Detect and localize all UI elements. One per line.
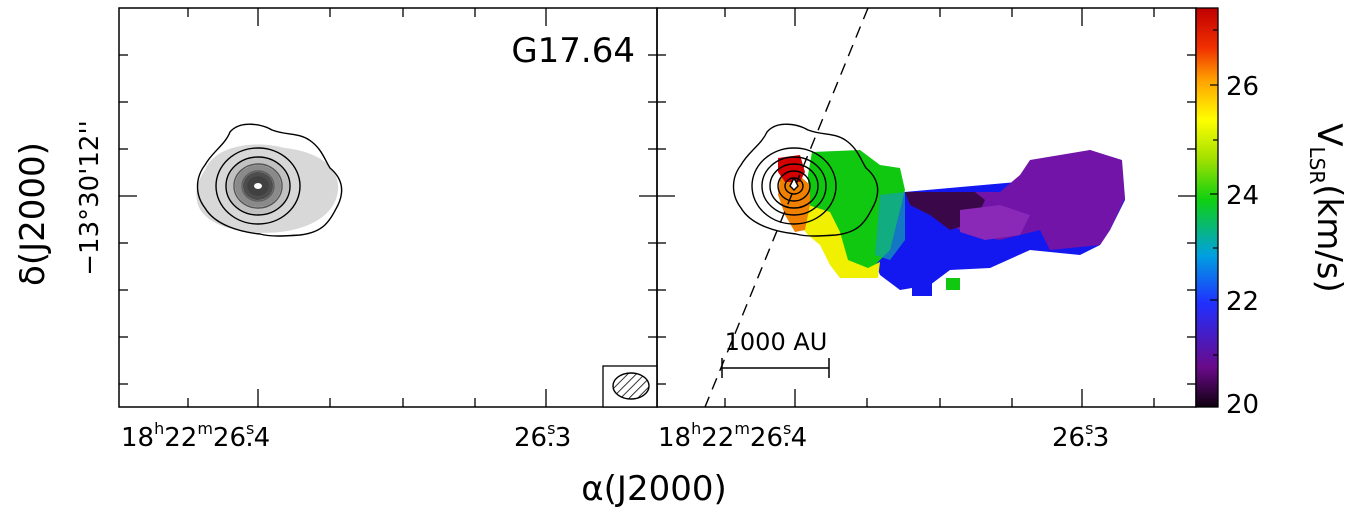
cb-label-unit: (km/s) <box>1309 184 1348 293</box>
outer-contour-right <box>732 123 879 237</box>
colorbar-tick-24: 24 <box>1226 181 1259 211</box>
colorbar: 26 24 22 20 VLSR(km/s) <box>1195 7 1348 420</box>
red-region <box>778 155 805 182</box>
x-tick-left-1: 18h22m26s.4 <box>121 419 270 453</box>
left-ticks <box>119 8 657 407</box>
colorbar-gradient <box>1195 7 1219 408</box>
scale-bar: 1000 AU <box>721 328 830 378</box>
svg-text:26s.3: 26s.3 <box>1052 419 1109 453</box>
left-panel: G17.64 <box>118 7 658 408</box>
y-tick-label: −13°30'12'' <box>75 120 105 275</box>
source-label: G17.64 <box>511 31 635 71</box>
contour-fills <box>227 158 289 214</box>
cyan-green-strip <box>875 192 905 260</box>
cb-label-sub: LSR <box>1305 147 1329 185</box>
concentric-contours-right <box>751 147 837 225</box>
svg-text:26s.3: 26s.3 <box>514 419 571 453</box>
right-ticks <box>657 8 1196 407</box>
y-axis-title: δ(J2000) <box>13 142 53 286</box>
svg-text:VLSR(km/s): VLSR(km/s) <box>1305 123 1348 293</box>
colorbar-label: VLSR(km/s) <box>1305 123 1348 293</box>
x-axis-title: α(J2000) <box>581 469 727 509</box>
dashed-axis-line <box>704 8 869 407</box>
svg-text:18h22m26s.4: 18h22m26s.4 <box>658 419 807 453</box>
cb-label-main: V <box>1309 123 1348 146</box>
yellow-region <box>800 205 880 278</box>
outer-contour <box>196 123 343 237</box>
colorbar-tick-22: 22 <box>1226 287 1259 317</box>
right-panel: 1000 AU <box>656 7 1197 408</box>
mid-purple-patch <box>960 205 1030 240</box>
x-tick-right-2: 26s.3 <box>1052 419 1109 453</box>
blue-patch <box>912 280 932 296</box>
svg-text:18h22m26s.4: 18h22m26s.4 <box>121 419 270 453</box>
x-tick-left-2: 26s.3 <box>514 419 571 453</box>
colorbar-tick-20: 20 <box>1226 390 1259 420</box>
velocity-map <box>704 8 1125 407</box>
beam-box <box>602 365 658 408</box>
y-axis-labels: δ(J2000) −13°30'12'' <box>13 120 105 286</box>
x-tick-right-1: 18h22m26s.4 <box>658 419 807 453</box>
scale-bar-label: 1000 AU <box>725 328 828 356</box>
green-patch <box>946 278 960 290</box>
colorbar-tick-26: 26 <box>1226 72 1259 102</box>
